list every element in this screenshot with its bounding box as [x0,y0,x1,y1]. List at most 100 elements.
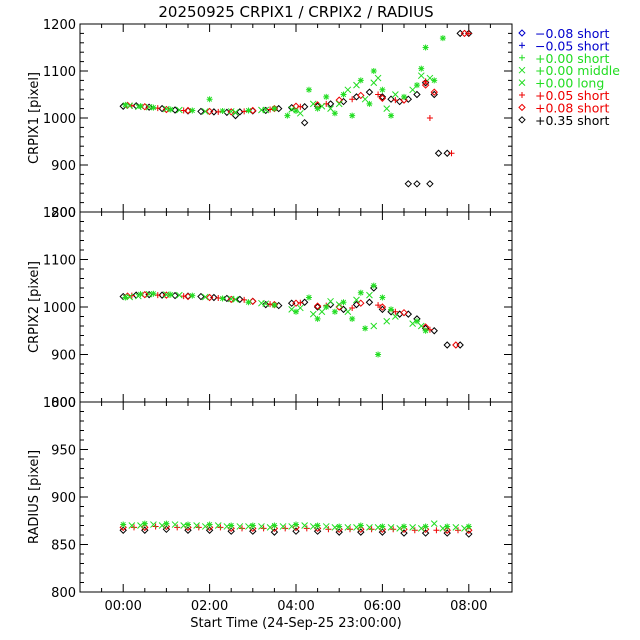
data-point [232,296,239,303]
data-point [314,522,321,529]
data-point [236,523,244,530]
series--0-00-long [134,72,425,117]
legend-label: +0.08 short [535,100,610,115]
data-point [388,112,395,119]
data-point [387,524,395,531]
data-point [141,103,149,111]
x-axis: 00:00 02:00 04:00 06:00 08:00 [104,599,487,614]
data-point [430,88,438,96]
legend-label: +0.00 middle [535,63,620,78]
panel-2: 800 900 1000 1100 1200 CRPIX2 [pixel] [27,206,513,411]
y-tick-label: 800 [51,586,76,601]
data-point [162,291,171,299]
data-point [379,86,386,93]
data-point [245,107,252,114]
data-point [214,522,222,529]
data-point [421,529,430,537]
data-point [434,149,443,157]
y-tick-label: 850 [51,539,76,554]
data-point [158,522,166,529]
data-point [189,107,196,114]
data-point [297,299,304,306]
data-point [141,290,149,299]
data-point [388,306,395,313]
data-point [361,95,369,103]
data-point [443,529,451,537]
data-point [383,317,391,325]
data-point [279,523,287,530]
data-point [379,523,386,530]
data-point [296,109,304,117]
data-point [258,523,265,530]
data-point [206,521,213,528]
data-point [413,90,421,99]
data-point [326,100,335,108]
data-point [128,522,136,529]
data-point [293,107,299,114]
data-point [378,303,387,311]
data-point [366,100,373,107]
legend-symbol [518,103,526,112]
data-point [309,523,317,530]
data-point [327,105,334,112]
data-point [392,97,399,104]
data-point [417,524,425,532]
data-point [374,524,382,531]
data-point [378,93,387,101]
data-point [357,528,365,536]
data-point [331,110,338,117]
chart-title: 20250925 CRPIX1 / CRPIX2 / RADIUS [158,3,433,21]
data-point [340,91,347,98]
x-tick-label: 04:00 [277,599,314,614]
series--0-05-short [128,292,433,333]
data-point [184,106,192,115]
y-tick-label: 800 [51,396,76,411]
legend-symbol [518,66,526,74]
data-point [426,180,434,188]
data-point [430,520,438,527]
data-point [375,91,382,98]
data-point [404,180,413,188]
series--0-00-long [134,291,425,330]
data-point [193,522,200,529]
data-point [322,523,330,530]
data-point [293,308,299,315]
y-tick-label: 1100 [43,254,76,269]
data-point [357,91,365,100]
legend-label: +0.35 short [535,113,610,128]
data-point [340,299,347,306]
data-point [271,522,278,529]
data-point [163,520,170,527]
data-point [335,100,343,108]
data-point [227,527,235,535]
data-point [461,524,468,532]
data-point [413,180,421,188]
data-point [409,524,416,531]
series--0-00-middle [128,520,460,531]
legend-label: +0.00 long [535,76,604,91]
y-axis-label: RADIUS [pixel] [27,450,42,544]
data-points [119,282,464,358]
data-point [300,118,309,127]
data-point [236,295,244,304]
x-tick-label: 06:00 [364,599,401,614]
data-point [180,522,188,529]
data-point [349,315,356,322]
data-point [409,86,416,94]
data-point [366,291,373,299]
data-point [349,304,356,311]
data-point [370,322,378,330]
data-point [215,108,222,115]
data-point [327,297,334,305]
data-point [154,292,161,299]
data-point [296,304,304,312]
data-point [452,524,460,531]
data-point [357,522,364,529]
data-point [205,107,214,116]
data-point [167,106,174,113]
data-point [392,308,399,315]
data-point [150,104,157,111]
y-tick-label: 900 [51,349,76,364]
data-point [452,341,460,349]
data-point [309,310,317,318]
